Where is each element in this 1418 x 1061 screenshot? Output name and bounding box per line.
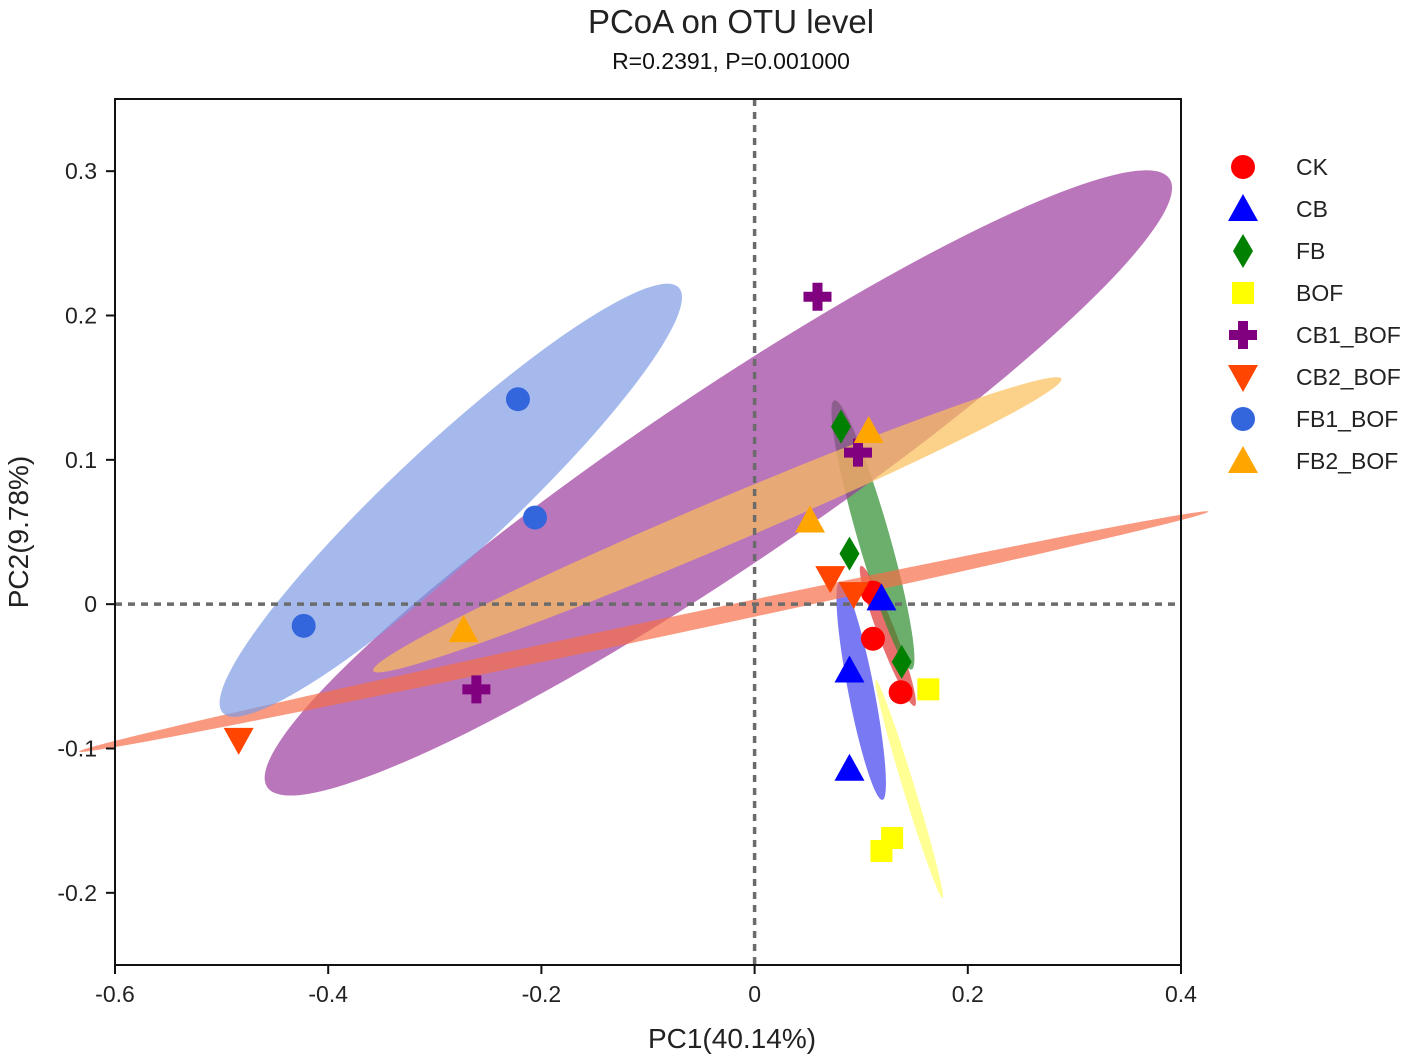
point-cb-2 xyxy=(834,655,865,683)
legend-label-cb2-bof: CB2_BOF xyxy=(1296,364,1401,390)
legend-label-ck: CK xyxy=(1296,154,1329,180)
plot-frame xyxy=(114,98,1182,966)
point-cb2-bof-2 xyxy=(838,582,869,610)
x-tick-label: 0 xyxy=(748,981,761,1007)
x-tick-label: 0.4 xyxy=(1165,981,1197,1007)
point-cb1-bof-1 xyxy=(803,282,832,311)
point-fb1-bof-3 xyxy=(291,613,316,638)
legend-marker-fb1-bof xyxy=(1231,407,1255,431)
point-bof-3 xyxy=(870,839,893,862)
ellipse-cb1-bof xyxy=(264,170,1173,796)
x-tick-label: -0.2 xyxy=(522,981,562,1007)
data-points xyxy=(223,282,940,862)
legend-marker-bof xyxy=(1232,282,1254,304)
point-cb-3 xyxy=(834,753,865,781)
point-fb-1 xyxy=(830,409,851,444)
legend-label-cb: CB xyxy=(1296,196,1328,222)
x-axis-title: PC1(40.14%) xyxy=(648,1023,816,1054)
legend-marker-cb2-bof xyxy=(1228,365,1258,392)
y-tick-label: 0.2 xyxy=(65,303,97,329)
ellipse-cb xyxy=(836,581,886,800)
point-fb2-bof-2 xyxy=(795,505,826,533)
point-cb2-bof-1 xyxy=(815,566,846,594)
legend-marker-ck xyxy=(1231,155,1255,179)
chart-title: PCoA on OTU level xyxy=(588,3,874,40)
y-axis-ticks: -0.2 -0.1 0 0.1 0.2 0.3 xyxy=(57,158,115,906)
legend-marker-fb xyxy=(1233,234,1253,268)
legend-label-fb1-bof: FB1_BOF xyxy=(1296,406,1398,432)
legend-label-cb1-bof: CB1_BOF xyxy=(1296,322,1401,348)
point-ck-3 xyxy=(888,680,913,705)
ellipse-fb2-bof xyxy=(373,377,1062,673)
y-tick-label: 0.1 xyxy=(65,447,97,473)
legend-label-fb: FB xyxy=(1296,238,1325,264)
legend-label-bof: BOF xyxy=(1296,280,1343,306)
point-fb1-bof-2 xyxy=(523,505,548,530)
legend-label-fb2-bof: FB2_BOF xyxy=(1296,448,1398,474)
point-fb1-bof-1 xyxy=(505,387,530,412)
point-fb2-bof-1 xyxy=(853,415,884,443)
y-tick-label: 0 xyxy=(84,591,97,617)
confidence-ellipses xyxy=(79,170,1209,898)
point-fb2-bof-3 xyxy=(448,615,479,643)
y-axis-title: PC2(9.78%) xyxy=(3,456,34,609)
legend-marker-fb2-bof xyxy=(1228,446,1258,473)
point-fb-2 xyxy=(839,536,860,571)
legend: CK CB FB BOF CB1_BOF CB2_BOF FB1_BOF FB2_BOF xyxy=(1228,154,1401,474)
ellipse-fb1-bof xyxy=(219,283,683,717)
chart-subtitle: R=0.2391, P=0.001000 xyxy=(612,48,850,74)
point-fb-3 xyxy=(891,644,912,679)
y-tick-label: -0.1 xyxy=(57,736,97,762)
x-tick-label: -0.4 xyxy=(308,981,348,1007)
x-tick-label: -0.6 xyxy=(95,981,135,1007)
point-cb1-bof-2 xyxy=(844,438,873,467)
reference-lines xyxy=(115,99,1181,965)
point-cb-1 xyxy=(866,583,897,611)
legend-marker-cb1-bof xyxy=(1229,321,1257,349)
ellipse-bof xyxy=(875,679,943,898)
x-tick-label: 0.2 xyxy=(952,981,984,1007)
y-tick-label: -0.2 xyxy=(57,880,97,906)
legend-marker-cb xyxy=(1228,194,1258,221)
x-axis-ticks: -0.6 -0.4 -0.2 0 0.2 0.4 xyxy=(95,965,1197,1007)
ellipse-cb2-bof xyxy=(79,511,1209,752)
point-cb2-bof-3 xyxy=(223,727,254,755)
point-cb1-bof-3 xyxy=(462,675,491,704)
point-bof-1 xyxy=(917,678,940,701)
point-ck-2 xyxy=(860,626,885,651)
y-tick-label: 0.3 xyxy=(65,158,97,184)
